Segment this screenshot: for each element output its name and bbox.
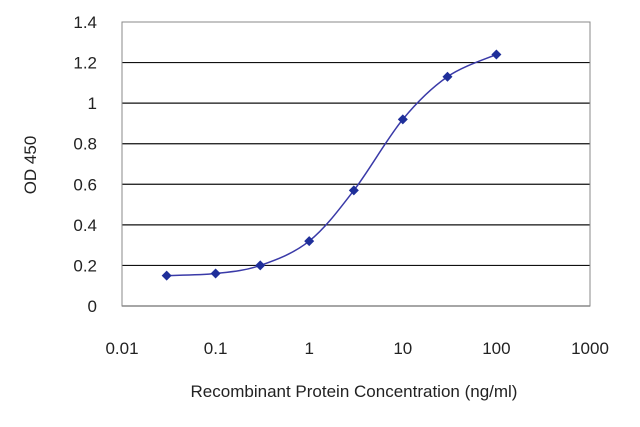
y-tick-label: 0 (88, 297, 97, 316)
y-tick-label: 0.6 (73, 175, 97, 194)
data-point-marker (442, 71, 453, 82)
x-axis-title: Recombinant Protein Concentration (ng/ml… (191, 382, 518, 401)
y-axis-title: OD 450 (21, 136, 40, 195)
x-tick-label: 0.01 (105, 339, 138, 358)
x-tick-label: 10 (393, 339, 412, 358)
series-layer (161, 49, 502, 281)
grid-layer (122, 61, 590, 307)
data-point-marker (397, 114, 408, 125)
y-tick-label: 1 (88, 94, 97, 113)
x-tick-label: 100 (482, 339, 510, 358)
data-point-marker (210, 268, 221, 279)
y-tick-label: 0.2 (73, 256, 97, 275)
x-tick-label: 1 (304, 339, 313, 358)
data-point-marker (491, 49, 502, 60)
x-axis-tick-labels: 0.01 0.1 1 10 100 1000 (105, 339, 608, 358)
data-point-marker (161, 270, 172, 281)
data-point-marker (348, 185, 359, 196)
x-tick-label: 1000 (571, 339, 609, 358)
data-point-marker (255, 260, 266, 271)
series-line (166, 53, 497, 277)
data-point-marker (304, 236, 315, 247)
y-tick-label: 1.4 (73, 13, 97, 32)
plot-area-border (121, 21, 591, 307)
y-tick-label: 0.4 (73, 216, 97, 235)
y-tick-label: 1.2 (73, 54, 97, 73)
x-tick-label: 0.1 (204, 339, 228, 358)
y-axis-tick-labels: 0 0.2 0.4 0.6 0.8 1 1.2 1.4 (73, 13, 97, 316)
y-tick-label: 0.8 (73, 135, 97, 154)
